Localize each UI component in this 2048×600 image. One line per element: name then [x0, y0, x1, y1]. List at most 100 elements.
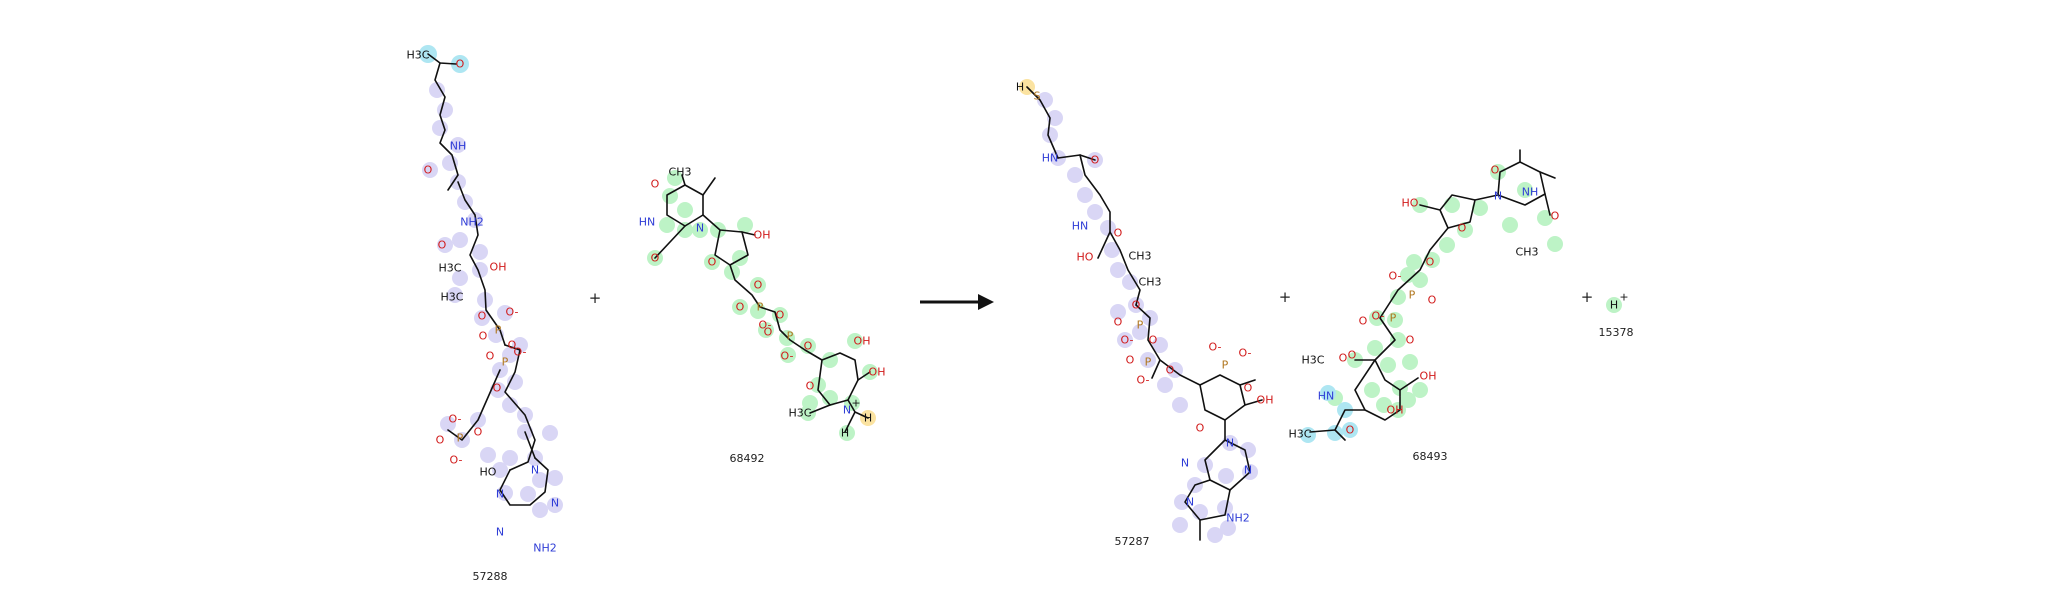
compound-id-68492: 68492: [730, 452, 765, 465]
atom-oh: OH: [869, 366, 886, 379]
atom-o-minus: O-: [1209, 341, 1222, 354]
atom-h3c: H3C: [789, 407, 812, 420]
atom-h3c: H3C: [439, 262, 462, 275]
atom-ch3: CH3: [1129, 250, 1152, 263]
atom-o: O: [651, 178, 660, 191]
atom-ch3: CH3: [1516, 246, 1539, 259]
atom-o: O: [508, 339, 517, 352]
atom-n: N: [531, 464, 539, 477]
molecule-57288: H3C O NH O NH2 O OH H3C H3C O O- P O O O…: [407, 45, 563, 583]
atom-o: O: [1166, 364, 1175, 377]
molecule-15378: H + 15378: [1599, 291, 1634, 340]
atom-o: O: [493, 382, 502, 395]
atom-p: P: [1145, 356, 1152, 369]
molecule-57287: H S HN O HN O HO CH3 CH3 O O P O- O O P …: [1016, 79, 1273, 548]
atom-n: N: [496, 488, 504, 501]
atom-o: O: [804, 340, 813, 353]
atom-o: O: [736, 301, 745, 314]
atom-o-minus: O-: [1121, 334, 1134, 347]
atom-n: N: [1244, 464, 1252, 477]
atom-oh: OH: [1420, 370, 1437, 383]
atom-o-minus: O-: [450, 454, 463, 467]
highlights: [1037, 92, 1258, 543]
atom-o: O: [479, 330, 488, 343]
atom-h3c: H3C: [1302, 354, 1325, 367]
atom-plus: +: [1619, 291, 1628, 304]
atom-h: H: [864, 412, 872, 425]
plus-sign: +: [1581, 288, 1594, 306]
atom-p: P: [1390, 312, 1397, 325]
atom-o: O: [486, 350, 495, 363]
atom-h3c: H3C: [1289, 428, 1312, 441]
atom-p: P: [495, 324, 502, 337]
atom-nh: NH2: [460, 216, 484, 229]
atom-o-minus: O-: [781, 350, 794, 363]
atom-o: O: [1346, 424, 1355, 437]
reaction-arrow: [920, 294, 994, 310]
atom-o: O: [1339, 352, 1348, 365]
atom-o: O: [1458, 222, 1467, 235]
atom-oh: OH: [490, 261, 507, 274]
atom-n: N: [1186, 496, 1194, 509]
atom-o-minus: O-: [1372, 310, 1385, 323]
atom-nh2: NH2: [533, 542, 557, 555]
atom-n: N: [496, 526, 504, 539]
compound-id-68493: 68493: [1413, 450, 1448, 463]
atom-o: O: [1491, 164, 1500, 177]
atom-labels: H3C O NH O NH2 O OH H3C H3C O O- P O O O…: [407, 49, 560, 555]
atom-h: H: [841, 427, 849, 440]
atom-ch3: CH3: [1139, 276, 1162, 289]
atom-o: O: [474, 426, 483, 439]
atom-o-minus: O-: [449, 413, 462, 426]
atom-n: N: [843, 404, 851, 417]
atom-h: H: [1610, 299, 1618, 312]
atom-o: O: [1149, 334, 1158, 347]
atom-o: O: [1114, 316, 1123, 329]
atom-ho: HO: [480, 466, 497, 479]
atom-oh: OH: [754, 229, 771, 242]
atom-hn: HN: [1042, 152, 1059, 165]
atom-h3c: H3C: [441, 291, 464, 304]
atom-nh: NH: [1522, 186, 1539, 199]
bonds: [654, 174, 871, 433]
atom-o: O: [806, 380, 815, 393]
atom-o: O: [1114, 227, 1123, 240]
atom-o: O: [1551, 210, 1560, 223]
atom-o: O: [1426, 256, 1435, 269]
atom-o: O: [1428, 294, 1437, 307]
atom-h3c: H3C: [407, 49, 430, 62]
atom-n: N: [1226, 437, 1234, 450]
atom-h: H: [1016, 81, 1024, 94]
atom-oh: OH: [1387, 404, 1404, 417]
atom-n: N: [696, 222, 704, 235]
highlights-cyan: [1300, 385, 1358, 443]
atom-o-minus: O-: [506, 306, 519, 319]
atom-o: O: [438, 239, 447, 252]
atom-ho: HO: [1402, 197, 1419, 210]
atom-nh: NH: [450, 140, 467, 153]
atom-p: P: [757, 301, 764, 314]
atom-p: P: [1137, 319, 1144, 332]
bonds: [427, 53, 549, 506]
atom-o-minus: O-: [1239, 347, 1252, 360]
atom-o: O: [1091, 154, 1100, 167]
plus-sign: +: [1279, 288, 1292, 306]
atom-o: O: [478, 310, 487, 323]
bonds: [1026, 86, 1263, 541]
atom-ho: HO: [1077, 251, 1094, 264]
compound-id-15378: 15378: [1599, 326, 1634, 339]
molecule-68492: CH3 O HN N O OH O O O P O- O P O O- O OH…: [639, 166, 886, 466]
atom-p: P: [457, 432, 464, 445]
highlight-green: [1606, 297, 1622, 313]
atom-o: O: [1196, 422, 1205, 435]
atom-n: N: [551, 497, 559, 510]
atom-nh2: NH2: [1226, 512, 1250, 525]
atom-o-minus: O-: [514, 346, 527, 359]
atom-p: P: [502, 356, 509, 369]
atom-p: P: [1409, 289, 1416, 302]
atom-ch3: CH3: [669, 166, 692, 179]
compound-id-57288: 57288: [473, 570, 508, 583]
atom-plus: +: [851, 397, 860, 410]
atom-o: O: [424, 164, 433, 177]
